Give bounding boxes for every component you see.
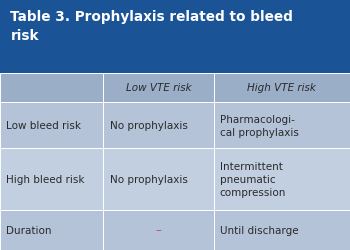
Bar <box>0 74 103 102</box>
Bar <box>0 210 103 250</box>
Bar <box>214 149 350 210</box>
Bar <box>103 210 214 250</box>
Text: High bleed risk: High bleed risk <box>6 174 85 184</box>
Text: Duration: Duration <box>6 225 52 235</box>
Bar <box>103 149 214 210</box>
Bar <box>214 210 350 250</box>
Text: No prophylaxis: No prophylaxis <box>110 121 188 130</box>
Text: –: – <box>155 224 161 236</box>
Text: Table 3. Prophylaxis related to bleed
risk: Table 3. Prophylaxis related to bleed ri… <box>10 10 293 43</box>
Bar <box>214 102 350 149</box>
Text: Until discharge: Until discharge <box>220 225 299 235</box>
Text: High VTE risk: High VTE risk <box>247 83 316 93</box>
Text: Low VTE risk: Low VTE risk <box>126 83 191 93</box>
Bar <box>103 102 214 149</box>
Text: Pharmacologi-
cal prophylaxis: Pharmacologi- cal prophylaxis <box>220 114 299 137</box>
Text: Low bleed risk: Low bleed risk <box>6 121 81 130</box>
Bar <box>214 74 350 102</box>
Text: No prophylaxis: No prophylaxis <box>110 174 188 184</box>
Bar <box>0 149 103 210</box>
Text: Intermittent
pneumatic
compression: Intermittent pneumatic compression <box>220 162 286 197</box>
Bar <box>0 0 350 74</box>
Bar <box>0 102 103 149</box>
Bar <box>103 74 214 102</box>
